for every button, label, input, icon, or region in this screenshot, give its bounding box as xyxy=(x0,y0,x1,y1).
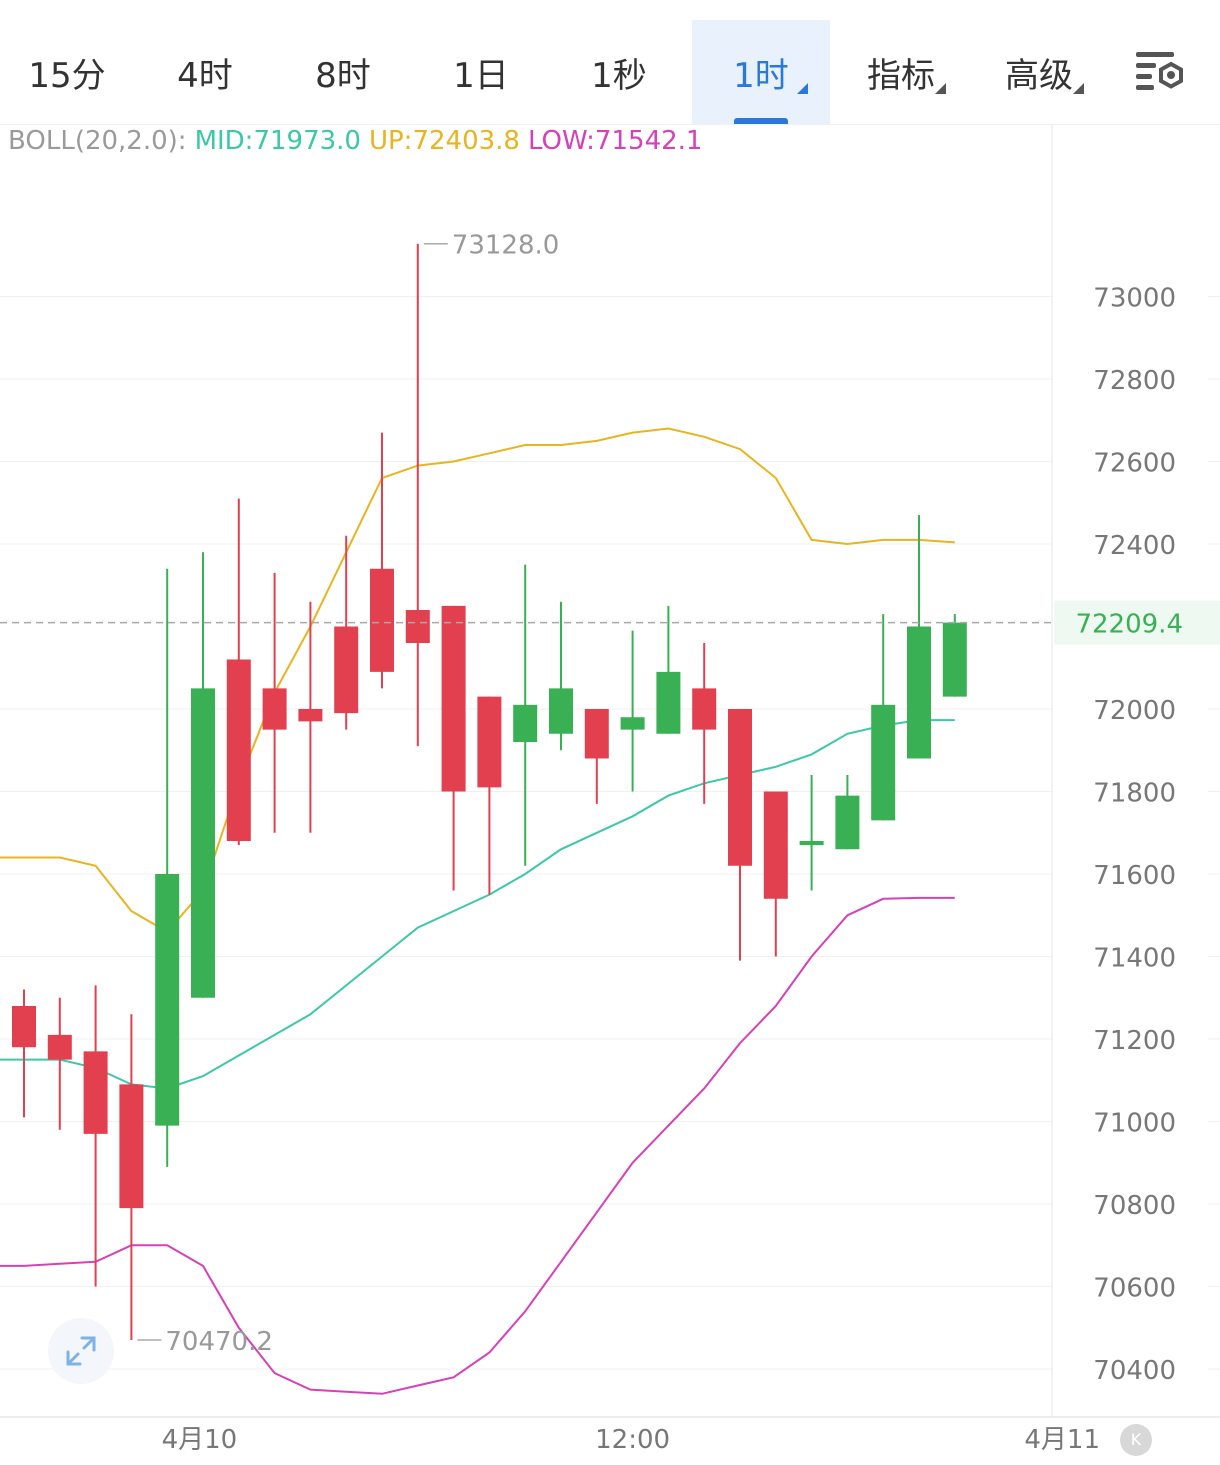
tab-label: 8时 xyxy=(315,55,371,96)
candle-up xyxy=(191,688,215,998)
tab-indicators[interactable]: 指标 xyxy=(834,20,968,124)
boll-lower-line xyxy=(0,896,955,1395)
candlestick-chart[interactable]: 73000 72800 72600 72400 72000 71800 71600 71400… xyxy=(0,124,1220,1465)
high-price-label: 73128.0 xyxy=(452,231,560,261)
dropdown-triangle-icon xyxy=(797,83,808,94)
boll-legend: BOLL(20,2.0): MID:71973.0 UP:72403.8 LOW:71… xyxy=(8,126,710,156)
tab-label: 指标 xyxy=(867,55,935,96)
last-price-label: 72209.4 xyxy=(1075,610,1183,640)
kline-mode-button[interactable]: K xyxy=(1120,1424,1152,1456)
candle-down xyxy=(728,709,752,866)
tab-label: 1日 xyxy=(453,55,509,96)
tab-advanced[interactable]: 高级 xyxy=(972,20,1106,124)
candle-down xyxy=(226,659,251,841)
chart-settings-icon xyxy=(1136,52,1183,90)
tab-1s[interactable]: 1秒 xyxy=(552,20,686,124)
candle-down xyxy=(334,626,359,714)
tab-8h[interactable]: 8时 xyxy=(276,20,410,124)
candle-up xyxy=(835,795,860,850)
tab-1d[interactable]: 1日 xyxy=(414,20,548,124)
k-icon: K xyxy=(1130,1430,1142,1449)
candle-up xyxy=(513,704,538,742)
candle-up xyxy=(656,671,681,734)
candle-up xyxy=(942,622,967,697)
boll-mid-value: MID:71973.0 xyxy=(194,126,361,156)
expand-chart-button[interactable] xyxy=(48,1318,114,1384)
y-tick-label: 72000 xyxy=(1093,696,1176,726)
tab-15min[interactable]: 15分 xyxy=(0,20,134,124)
candle-down xyxy=(47,1034,72,1060)
y-tick-label: 70400 xyxy=(1093,1356,1176,1386)
tab-label: 15分 xyxy=(28,55,106,96)
boll-upper-line xyxy=(0,427,955,934)
boll-mid-line xyxy=(0,719,955,1090)
y-tick-label: 72800 xyxy=(1093,366,1176,396)
tab-label: 高级 xyxy=(1005,55,1073,96)
candle-up xyxy=(799,841,824,846)
candle-down xyxy=(12,1006,36,1048)
tab-4h[interactable]: 4时 xyxy=(138,20,272,124)
last-price-badge xyxy=(1054,600,1220,645)
y-tick-label: 71800 xyxy=(1093,779,1176,809)
timeframe-tabbar: 15分 4时 8时 1日 1秒 1时 指标 高级 xyxy=(0,0,1220,125)
x-tick-label: 4月10 xyxy=(162,1425,238,1455)
tab-label: 4时 xyxy=(177,55,233,96)
candle-down xyxy=(83,1051,108,1134)
low-price-label: 70470.2 xyxy=(165,1327,273,1357)
y-tick-label: 70800 xyxy=(1093,1191,1176,1221)
y-tick-label: 70600 xyxy=(1093,1274,1176,1304)
y-tick-label: 72600 xyxy=(1093,449,1176,479)
candle-down xyxy=(262,688,287,730)
expand-arrows-icon xyxy=(66,1336,96,1366)
dropdown-triangle-icon xyxy=(1073,83,1084,94)
active-tab-indicator xyxy=(734,118,788,124)
candle-down xyxy=(370,568,394,672)
candle-down xyxy=(584,709,609,759)
tab-label: 1时 xyxy=(733,55,789,96)
candle-up xyxy=(620,717,645,730)
candle-up xyxy=(871,704,896,821)
candle-up xyxy=(155,874,180,1126)
y-tick-label: 71000 xyxy=(1093,1109,1176,1139)
candle-down xyxy=(763,791,788,899)
y-tick-label: 71600 xyxy=(1093,861,1176,891)
candle-up xyxy=(907,626,931,759)
x-tick-label: 12:00 xyxy=(595,1425,670,1455)
candle-down xyxy=(298,709,323,722)
boll-up-value: UP:72403.8 xyxy=(368,126,520,156)
candle-down xyxy=(692,688,717,730)
y-tick-label: 72400 xyxy=(1093,531,1176,561)
dropdown-triangle-icon xyxy=(935,83,946,94)
tab-label: 1秒 xyxy=(591,55,647,96)
y-tick-label: 71400 xyxy=(1093,944,1176,974)
candle-down xyxy=(119,1084,144,1209)
candle-down xyxy=(477,696,502,788)
chart-settings-button[interactable] xyxy=(1130,46,1190,102)
candle-up xyxy=(549,688,573,734)
y-tick-label: 71200 xyxy=(1093,1026,1176,1056)
x-tick-label: 4月11 xyxy=(1024,1425,1100,1455)
y-tick-label: 73000 xyxy=(1093,284,1176,314)
boll-low-value: LOW:71542.1 xyxy=(527,126,703,156)
tab-1h[interactable]: 1时 xyxy=(692,20,830,124)
indicator-name: BOLL(20,2.0): xyxy=(8,126,187,156)
candle-down xyxy=(441,605,466,792)
candle-down xyxy=(405,610,430,643)
